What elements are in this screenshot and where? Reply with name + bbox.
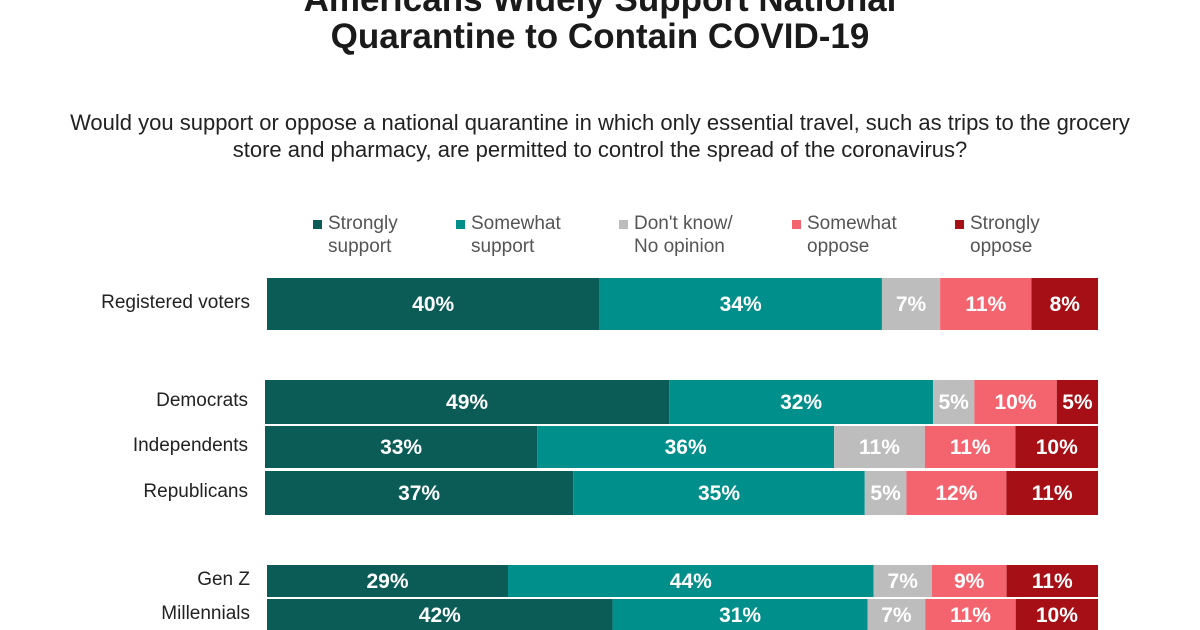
bar-segment: [573, 471, 865, 515]
bar-value-label: 44%: [670, 570, 712, 593]
bar-value-label: 31%: [719, 604, 761, 627]
bar-value-label: 49%: [446, 391, 488, 414]
legend-label: Strongly support: [328, 212, 398, 258]
legend-item: Strongly oppose: [955, 212, 1040, 258]
legend-label-line: Strongly: [328, 213, 398, 234]
legend-swatch: [456, 220, 465, 229]
bar-value-label: 42%: [419, 604, 461, 627]
bar-value-label: 11%: [1032, 482, 1073, 505]
bar-segment: [612, 599, 868, 630]
bar-value-label: 10%: [995, 391, 1037, 414]
bar-value-label: 11%: [950, 436, 991, 459]
legend-label: Somewhat oppose: [807, 212, 897, 258]
bar-segment: [974, 380, 1057, 424]
legend-label-line: Somewhat: [471, 213, 561, 234]
bar-segment: [1031, 278, 1098, 330]
bar-segment: [265, 471, 574, 515]
bar-value-label: 5%: [1062, 391, 1093, 414]
legend-label-line: Don't know/: [634, 213, 733, 234]
chart-title-line-1: Americans Widely Support National: [0, 0, 1200, 20]
bar-value-label: 11%: [859, 436, 900, 459]
bar-value-label: 10%: [1036, 604, 1078, 627]
category-label: Democrats: [156, 390, 248, 411]
legend-item: Strongly support: [313, 212, 398, 258]
category-label: Millennials: [161, 603, 250, 624]
bar-value-label: 5%: [870, 482, 901, 505]
bar-value-label: 40%: [412, 293, 454, 316]
bar-value-label: 11%: [1032, 570, 1073, 593]
bar-segment: [537, 426, 835, 468]
bar-segment: [1006, 471, 1098, 515]
legend-label-line: support: [471, 236, 535, 257]
bar-segment: [931, 565, 1007, 597]
bar-value-label: 11%: [950, 604, 991, 627]
bar-value-label: 5%: [938, 391, 969, 414]
bar-segment: [1015, 426, 1098, 468]
bar-segment: [906, 471, 1007, 515]
category-label: Independents: [132, 435, 248, 456]
bar-value-label: 36%: [665, 436, 707, 459]
legend-swatch: [313, 220, 322, 229]
bar-value-label: 32%: [780, 391, 822, 414]
bar-value-label: 7%: [896, 293, 927, 316]
bar-segment: [1015, 599, 1098, 630]
bar-value-label: 12%: [935, 482, 977, 505]
bar-value-label: 10%: [1036, 436, 1078, 459]
bar-value-label: 11%: [965, 293, 1006, 316]
bar-value-label: 9%: [954, 570, 985, 593]
category-label: Registered voters: [101, 292, 250, 313]
bar-segment: [669, 380, 934, 424]
bar-value-label: 34%: [720, 293, 762, 316]
bar-value-label: 29%: [366, 570, 408, 593]
bar-value-label: 7%: [888, 570, 919, 593]
legend-item: Somewhat oppose: [792, 212, 897, 258]
bar-segment: [265, 380, 670, 424]
chart-title-line-2: Quarantine to Contain COVID-19: [330, 17, 870, 56]
bar-segment: [267, 599, 613, 630]
bar-segment: [599, 278, 882, 330]
legend-label-line: Somewhat: [807, 213, 897, 234]
bar-value-label: 33%: [380, 436, 422, 459]
bar-value-label: 35%: [698, 482, 740, 505]
legend-label-line: oppose: [970, 236, 1033, 257]
legend-label-line: No opinion: [634, 236, 725, 257]
bar-segment: [267, 565, 508, 597]
bar-segment: [925, 599, 1016, 630]
bar-segment: [924, 426, 1016, 468]
legend-label: Don't know/No opinion: [634, 212, 733, 258]
legend-item: Somewhat support: [456, 212, 561, 258]
legend-label: Strongly oppose: [970, 212, 1040, 258]
bar-value-label: 8%: [1050, 293, 1081, 316]
bar-segment: [867, 599, 926, 630]
category-label: Gen Z: [197, 569, 250, 590]
bar-segment: [864, 471, 907, 515]
legend-label: Somewhat support: [471, 212, 561, 258]
survey-question: Would you support or oppose a national q…: [70, 110, 1130, 162]
legend-swatch: [955, 220, 964, 229]
category-label: Republicans: [143, 481, 248, 502]
legend-item: Don't know/No opinion: [619, 212, 733, 258]
legend-label-line: Strongly: [970, 213, 1040, 234]
legend-label-line: oppose: [807, 236, 870, 257]
bar-segment: [1056, 380, 1098, 424]
legend-swatch: [619, 220, 628, 229]
bar-segment: [933, 380, 975, 424]
bar-segment: [940, 278, 1032, 330]
bar-segment: [507, 565, 874, 597]
bar-segment: [267, 278, 600, 330]
legend-label-line: support: [328, 236, 392, 257]
bar-segment: [881, 278, 941, 330]
legend-swatch: [792, 220, 801, 229]
bar-segment: [265, 426, 538, 468]
bar-segment: [873, 565, 932, 597]
bar-segment: [1006, 565, 1098, 597]
bar-value-label: 7%: [881, 604, 912, 627]
bar-value-label: 37%: [398, 482, 440, 505]
bar-segment: [834, 426, 925, 468]
